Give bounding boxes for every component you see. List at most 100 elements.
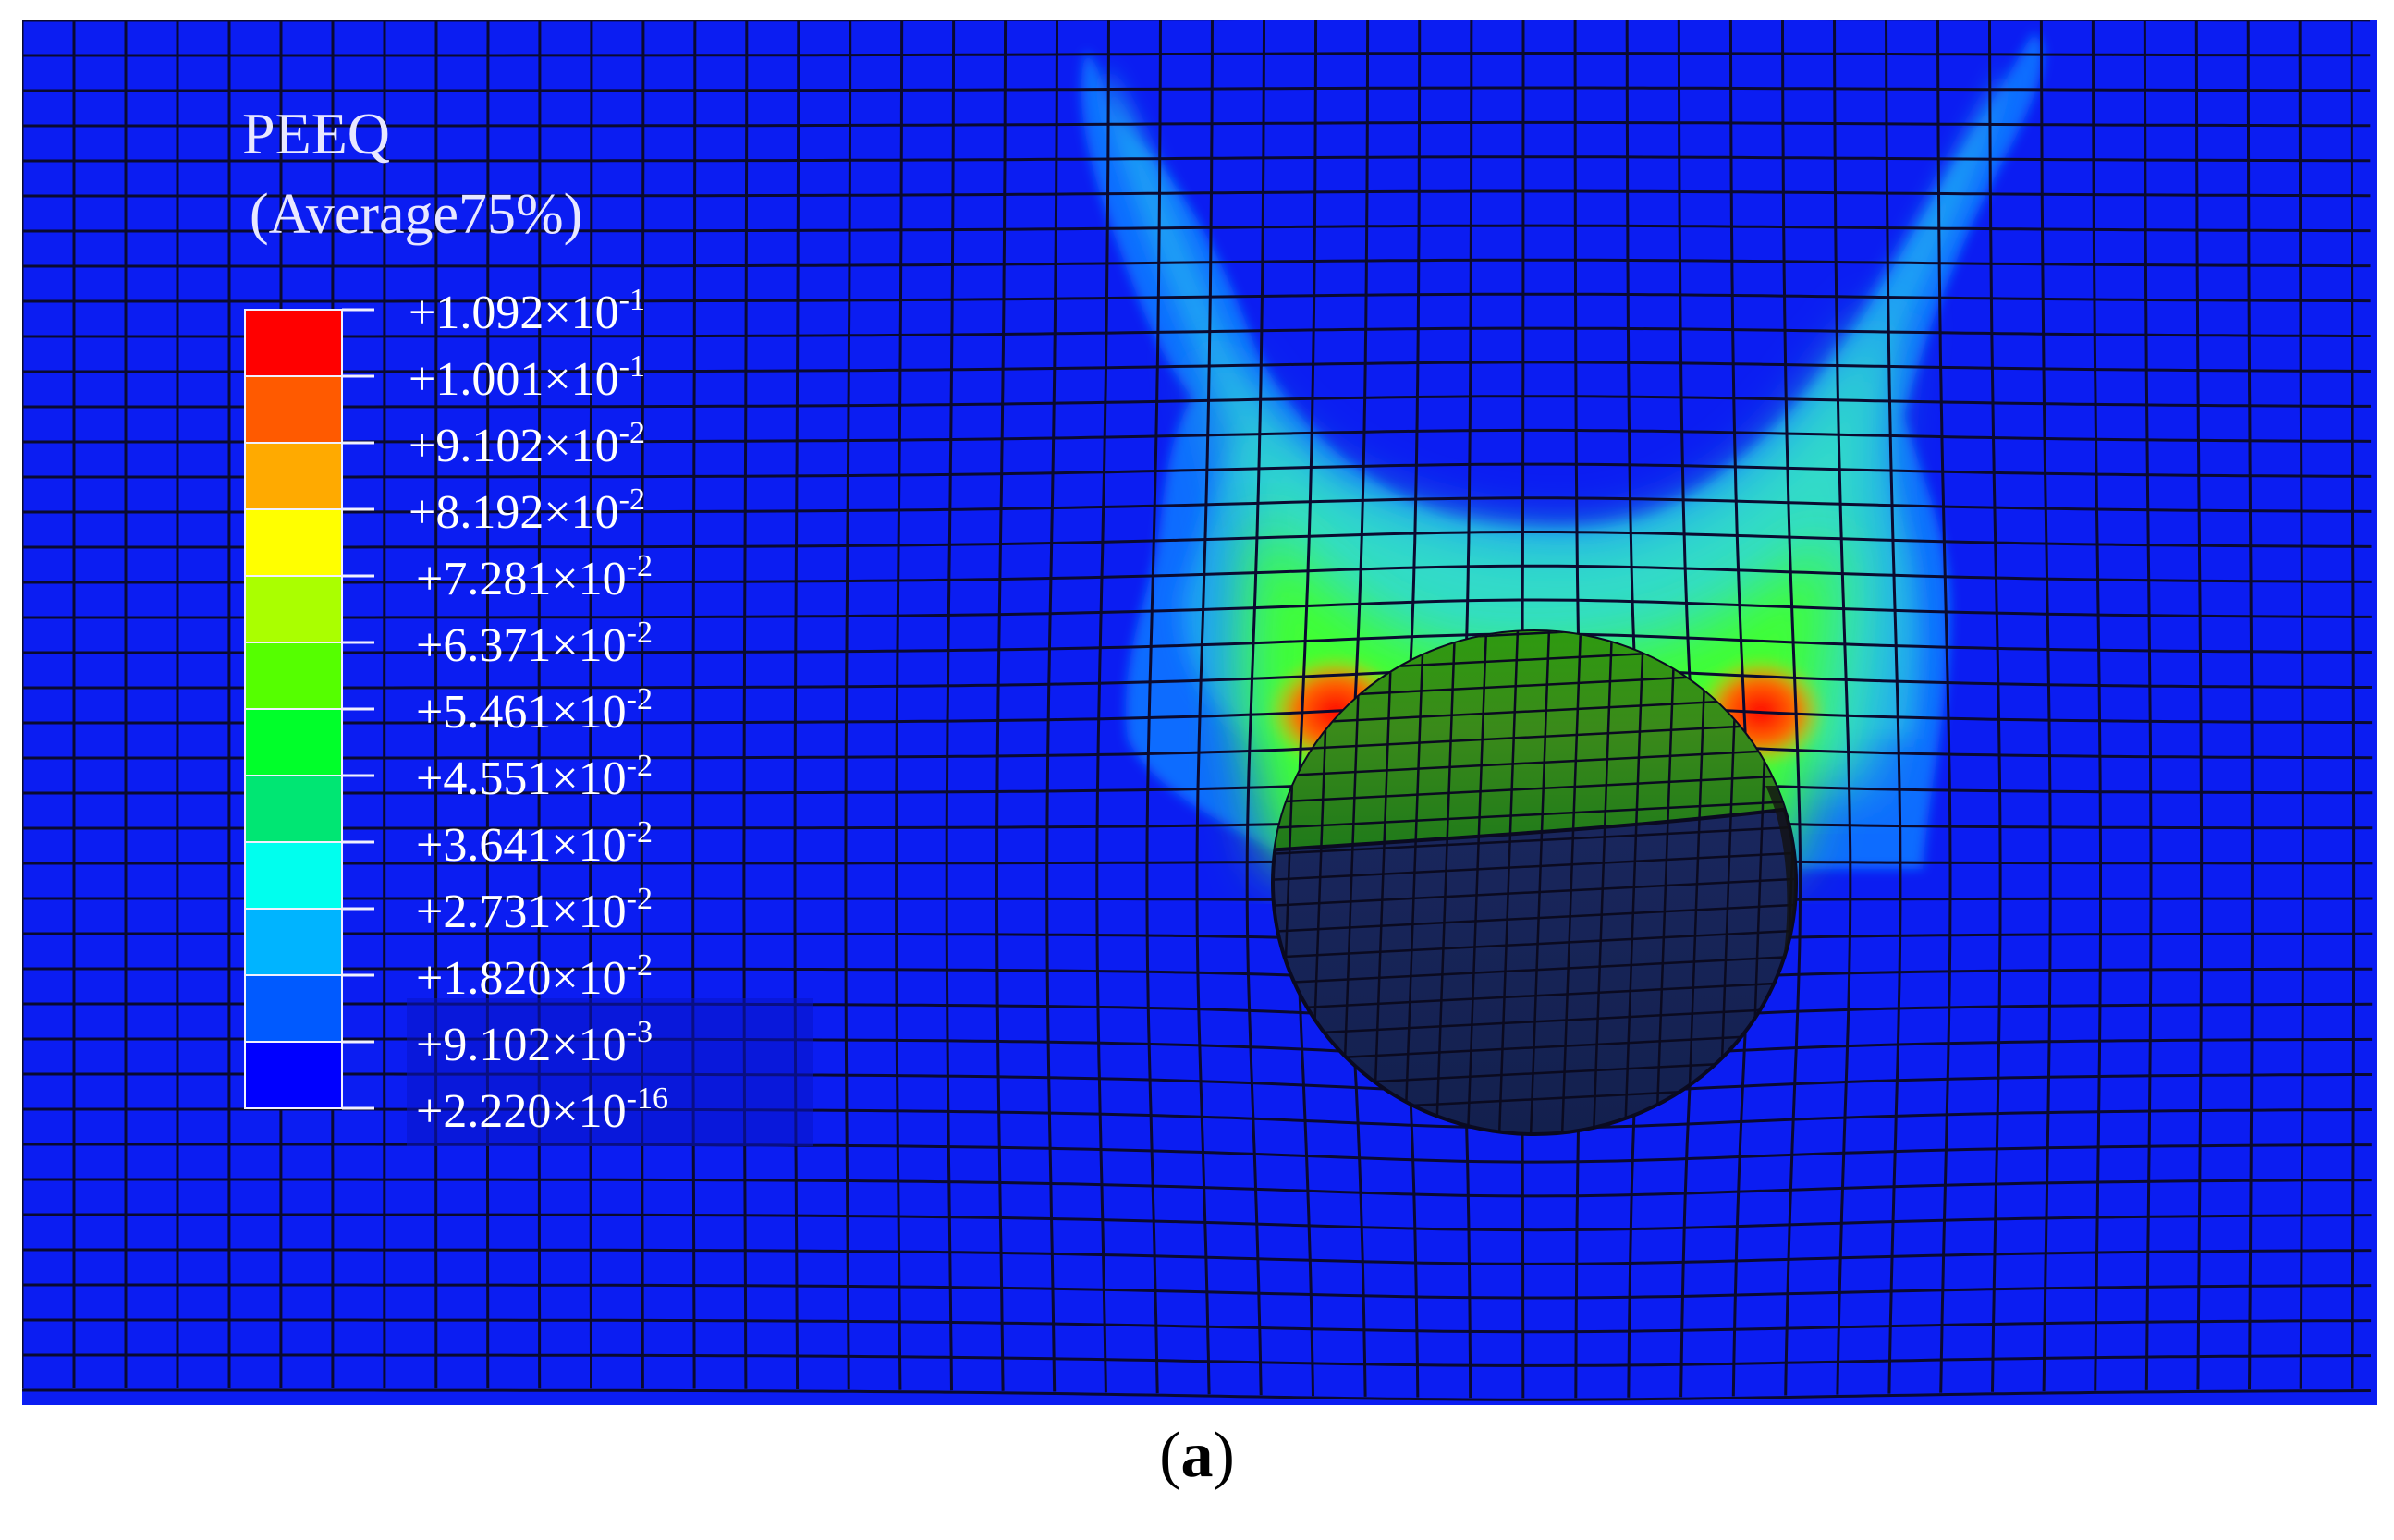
mesh-line (22, 666, 2372, 690)
legend-band (244, 775, 343, 843)
legend-band (244, 442, 343, 510)
legend-band (244, 841, 343, 910)
legend-band (244, 1041, 343, 1109)
mesh-line (1095, 20, 1110, 1393)
mesh-line (22, 804, 2373, 830)
mesh-line (1145, 20, 1162, 1394)
legend-tick-label: +7.281×10-2 (416, 549, 653, 605)
mesh-line (22, 564, 2372, 584)
legend-shadow (407, 998, 813, 1146)
mesh-line (1195, 20, 1214, 1395)
legend-tick-label: +1.820×10-2 (416, 948, 653, 1005)
tunnel-mesh-line (1273, 773, 1796, 804)
mesh-line (1296, 20, 1318, 1397)
legend-tick-labels: +1.092×10-1 +1.001×10-1 +9.102×10-2 +8.192×… (409, 283, 668, 1138)
model-panel (22, 20, 2377, 1405)
finite-element-mesh (22, 20, 2373, 1401)
mesh-line (1728, 20, 1752, 1397)
legend-band (244, 508, 343, 577)
mesh-line (22, 496, 2372, 514)
mesh-line (1245, 20, 1265, 1396)
legend-tick-label: +5.461×10-2 (416, 682, 653, 739)
mesh-line (22, 258, 2371, 268)
mesh-line (2091, 20, 2102, 1391)
mesh-line (22, 932, 2373, 958)
legend-tick-label: +4.551×10-2 (416, 749, 653, 805)
mesh-line (22, 839, 2373, 865)
mesh-line (22, 1248, 2372, 1265)
mesh-line (1936, 20, 1952, 1393)
tunnel-mesh-line (1686, 631, 1708, 1134)
tunnel-mesh-line (1560, 631, 1582, 1134)
tunnel-mesh-line (1497, 631, 1520, 1134)
legend-band (244, 708, 343, 776)
mesh-line (1045, 20, 1058, 1392)
legend-tick-label: +3.641×10-2 (416, 815, 653, 872)
tunnel-mesh-line (1655, 631, 1677, 1134)
mesh-line (793, 20, 800, 1390)
mesh-line (1833, 20, 1852, 1395)
tunnel-mesh-line (1273, 721, 1796, 752)
legend-title: PEEQ (242, 101, 390, 166)
mesh-line (2246, 20, 2254, 1390)
mesh-line (22, 52, 2371, 57)
tunnel-mesh-line (1273, 825, 1796, 856)
legend-tick-label: +2.731×10-2 (416, 882, 653, 938)
tunnel-mesh-line (1273, 799, 1796, 830)
mesh-line (691, 20, 697, 1389)
tunnel-mesh-line (1623, 631, 1645, 1134)
mesh-line (2143, 20, 2153, 1390)
mesh-line (22, 292, 2371, 303)
mesh-line (22, 86, 2371, 92)
tunnel-mesh-line (1340, 631, 1362, 1134)
legend-band (244, 375, 343, 444)
mesh-line (22, 189, 2371, 198)
mesh-line (22, 361, 2371, 373)
contour-legend: PEEQ (Average75%) +1.092×10-1 +1.001×10-1… (242, 101, 668, 1138)
tunnel-mesh-line (1592, 631, 1614, 1134)
mesh-line (22, 462, 2372, 479)
mesh-line (22, 1283, 2372, 1300)
mesh-line (2298, 20, 2304, 1389)
mesh-line (22, 1178, 2372, 1198)
mesh-line (22, 1353, 2371, 1367)
mesh-line (995, 20, 1008, 1391)
mesh-line (844, 20, 852, 1390)
mesh-line (1885, 20, 1902, 1394)
mesh-line (22, 224, 2371, 233)
mesh-line (22, 1318, 2372, 1334)
tunnel-mesh-line (1273, 876, 1796, 908)
legend-band (244, 575, 343, 643)
mesh-line (22, 967, 2373, 992)
legend-subtitle: (Average75%) (250, 183, 582, 246)
mesh-line (22, 120, 2371, 128)
tunnel-mesh-line (1273, 1006, 1796, 1037)
tunnel-mesh-line (1372, 631, 1394, 1134)
mesh-line (22, 395, 2371, 409)
mesh-line (640, 20, 645, 1389)
mesh-line (22, 897, 2373, 922)
legend-band (244, 309, 343, 377)
tunnel-mesh-line (1273, 1032, 1796, 1063)
tunnel-mesh-line (1273, 954, 1796, 985)
mesh-line (22, 531, 2372, 549)
mesh-line (895, 20, 904, 1390)
tunnel-mesh-line (1273, 980, 1796, 1011)
legend-tick-label: +9.102×10-2 (409, 416, 645, 472)
mesh-line (22, 770, 2373, 795)
mesh-line (22, 428, 2372, 444)
mesh-line (742, 20, 749, 1389)
tunnel-mesh-line (1273, 902, 1796, 934)
mesh-line (2350, 20, 2356, 1389)
mesh-line (22, 632, 2372, 654)
mesh-line (2194, 20, 2204, 1390)
mesh-line (22, 598, 2372, 619)
mesh-line (537, 20, 542, 1389)
mesh-line (2039, 20, 2052, 1392)
tunnel-mesh-line (1273, 850, 1796, 882)
tunnel-mesh-line (1403, 631, 1425, 1134)
mesh-line (1988, 20, 2002, 1392)
mesh-line (22, 735, 2373, 760)
legend-tick-label: +1.092×10-1 (409, 283, 645, 339)
